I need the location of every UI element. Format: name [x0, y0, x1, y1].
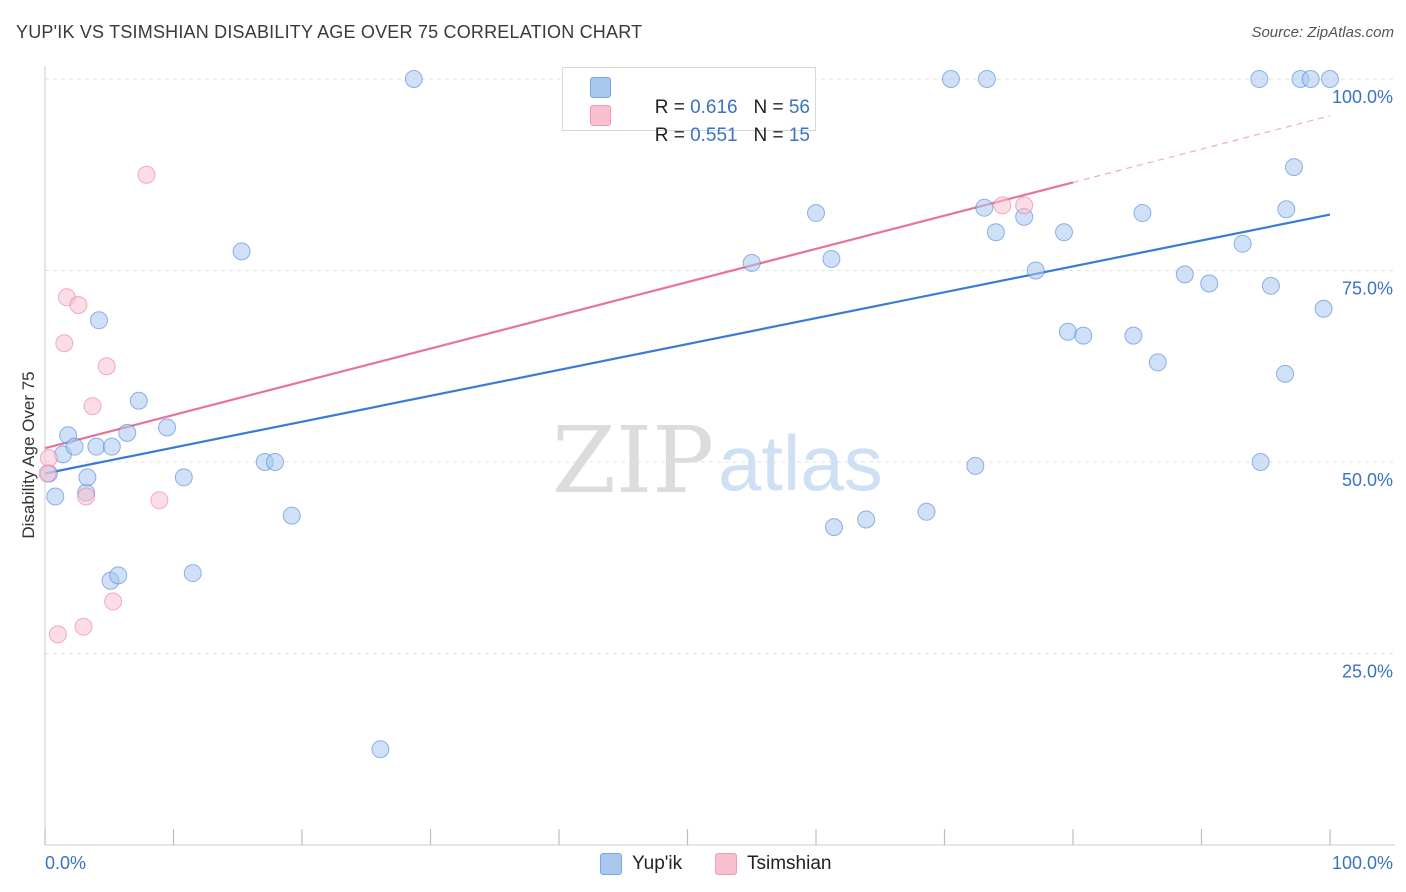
trend-lines	[44, 115, 1331, 475]
point-yupik	[986, 223, 1005, 242]
bottom-legend-swatch-tsimshian	[715, 853, 737, 875]
y-tick-label: 25.0%	[1342, 662, 1393, 682]
point-tsimshian	[48, 625, 67, 644]
point-tsimshian	[77, 487, 96, 506]
point-yupik	[857, 510, 876, 529]
legend-r-label: R =	[654, 97, 691, 118]
point-yupik	[404, 70, 423, 88]
point-tsimshian	[1015, 196, 1034, 215]
point-yupik	[282, 506, 301, 525]
point-yupik	[1074, 326, 1093, 345]
point-yupik	[102, 437, 121, 456]
point-yupik	[822, 250, 841, 269]
bottom-legend-tsimshian: Tsimshian	[715, 852, 831, 876]
bottom-legend-label-tsimshian: Tsimshian	[747, 853, 832, 874]
point-tsimshian	[83, 397, 102, 416]
data-points	[38, 70, 1339, 759]
tick-labels: 25.0% 50.0% 75.0% 100.0% 0.0% 100.0%	[45, 87, 1393, 873]
legend-n-label: N =	[753, 97, 789, 118]
legend-n-value: 15	[788, 125, 810, 146]
point-yupik	[266, 453, 285, 471]
point-yupik	[1148, 353, 1167, 372]
bottom-legend-yupik: Yup'ik	[600, 852, 682, 876]
stats-legend: R = 0.616 N = 56 R = 0.551 N = 15	[562, 67, 816, 146]
point-yupik	[1055, 223, 1074, 242]
trend-extension-tsimshian	[1072, 115, 1331, 183]
legend-text-yupik: R = 0.616 N = 56	[623, 75, 810, 141]
point-yupik	[65, 437, 84, 456]
point-yupik	[1321, 70, 1339, 88]
point-yupik	[1277, 200, 1296, 219]
point-tsimshian	[69, 295, 88, 314]
point-yupik	[824, 518, 843, 537]
point-yupik	[78, 468, 97, 487]
point-tsimshian	[150, 491, 169, 510]
point-yupik	[1276, 364, 1295, 383]
point-yupik	[941, 70, 960, 88]
point-yupik	[129, 391, 148, 410]
point-yupik	[89, 311, 108, 330]
watermark: ZIP atlas	[552, 407, 883, 514]
legend-r-label: R =	[654, 125, 691, 146]
watermark-atlas: atlas	[718, 419, 883, 507]
trend-line-yupik	[44, 213, 1331, 475]
point-tsimshian	[38, 464, 57, 483]
point-yupik	[1058, 322, 1077, 341]
point-yupik	[371, 740, 390, 759]
bottom-legend-label-yupik: Yup'ik	[632, 853, 683, 874]
trend-line-tsimshian	[44, 181, 1074, 450]
point-yupik	[1301, 70, 1320, 88]
point-yupik	[183, 564, 202, 583]
point-yupik	[1175, 265, 1194, 284]
point-yupik	[158, 418, 177, 437]
legend-text-tsimshian: R = 0.551 N = 15	[623, 103, 810, 169]
legend-r-value: 0.551	[690, 125, 738, 146]
legend-n-label: N =	[753, 125, 789, 146]
point-tsimshian	[104, 592, 123, 611]
legend-swatch-tsimshian	[590, 105, 611, 126]
y-tick-label: 50.0%	[1342, 470, 1393, 490]
x-tick-label-min: 0.0%	[45, 853, 86, 873]
point-yupik	[1026, 261, 1045, 280]
point-tsimshian	[993, 196, 1012, 215]
y-axis-title: Disability Age Over 75	[19, 371, 38, 538]
y-tick-label: 75.0%	[1342, 279, 1393, 299]
legend-r-value: 0.616	[690, 97, 738, 118]
point-yupik	[1251, 453, 1270, 471]
legend-swatch-yupik	[590, 77, 611, 98]
chart-title: YUP'IK VS TSIMSHIAN DISABILITY AGE OVER …	[16, 22, 643, 42]
point-yupik	[174, 468, 193, 487]
point-yupik	[966, 456, 985, 475]
watermark-zip: ZIP	[552, 407, 714, 514]
point-yupik	[975, 198, 994, 217]
bottom-legend-swatch-yupik	[600, 853, 622, 875]
point-yupik	[1250, 70, 1269, 88]
legend-n-value: 56	[788, 97, 810, 118]
x-tick-label-max: 100.0%	[1332, 853, 1393, 873]
point-yupik	[977, 70, 996, 88]
point-tsimshian	[137, 165, 156, 184]
point-yupik	[46, 487, 65, 506]
point-yupik	[232, 242, 251, 261]
source-label: Source: ZipAtlas.com	[1251, 24, 1394, 41]
point-yupik	[1233, 234, 1252, 253]
point-yupik	[1314, 299, 1333, 318]
point-yupik	[917, 502, 936, 521]
point-yupik	[1200, 274, 1219, 293]
point-yupik	[1133, 204, 1152, 223]
point-yupik	[118, 423, 137, 442]
point-yupik	[87, 437, 106, 456]
point-tsimshian	[55, 334, 74, 353]
point-yupik	[1285, 158, 1304, 177]
point-yupik	[109, 566, 128, 585]
point-yupik	[807, 204, 825, 223]
point-yupik	[1261, 276, 1280, 295]
point-tsimshian	[39, 449, 58, 468]
point-tsimshian	[74, 617, 93, 636]
point-yupik	[742, 253, 761, 272]
point-tsimshian	[97, 357, 116, 376]
y-tick-label: 100.0%	[1332, 87, 1393, 107]
point-yupik	[1124, 326, 1143, 345]
